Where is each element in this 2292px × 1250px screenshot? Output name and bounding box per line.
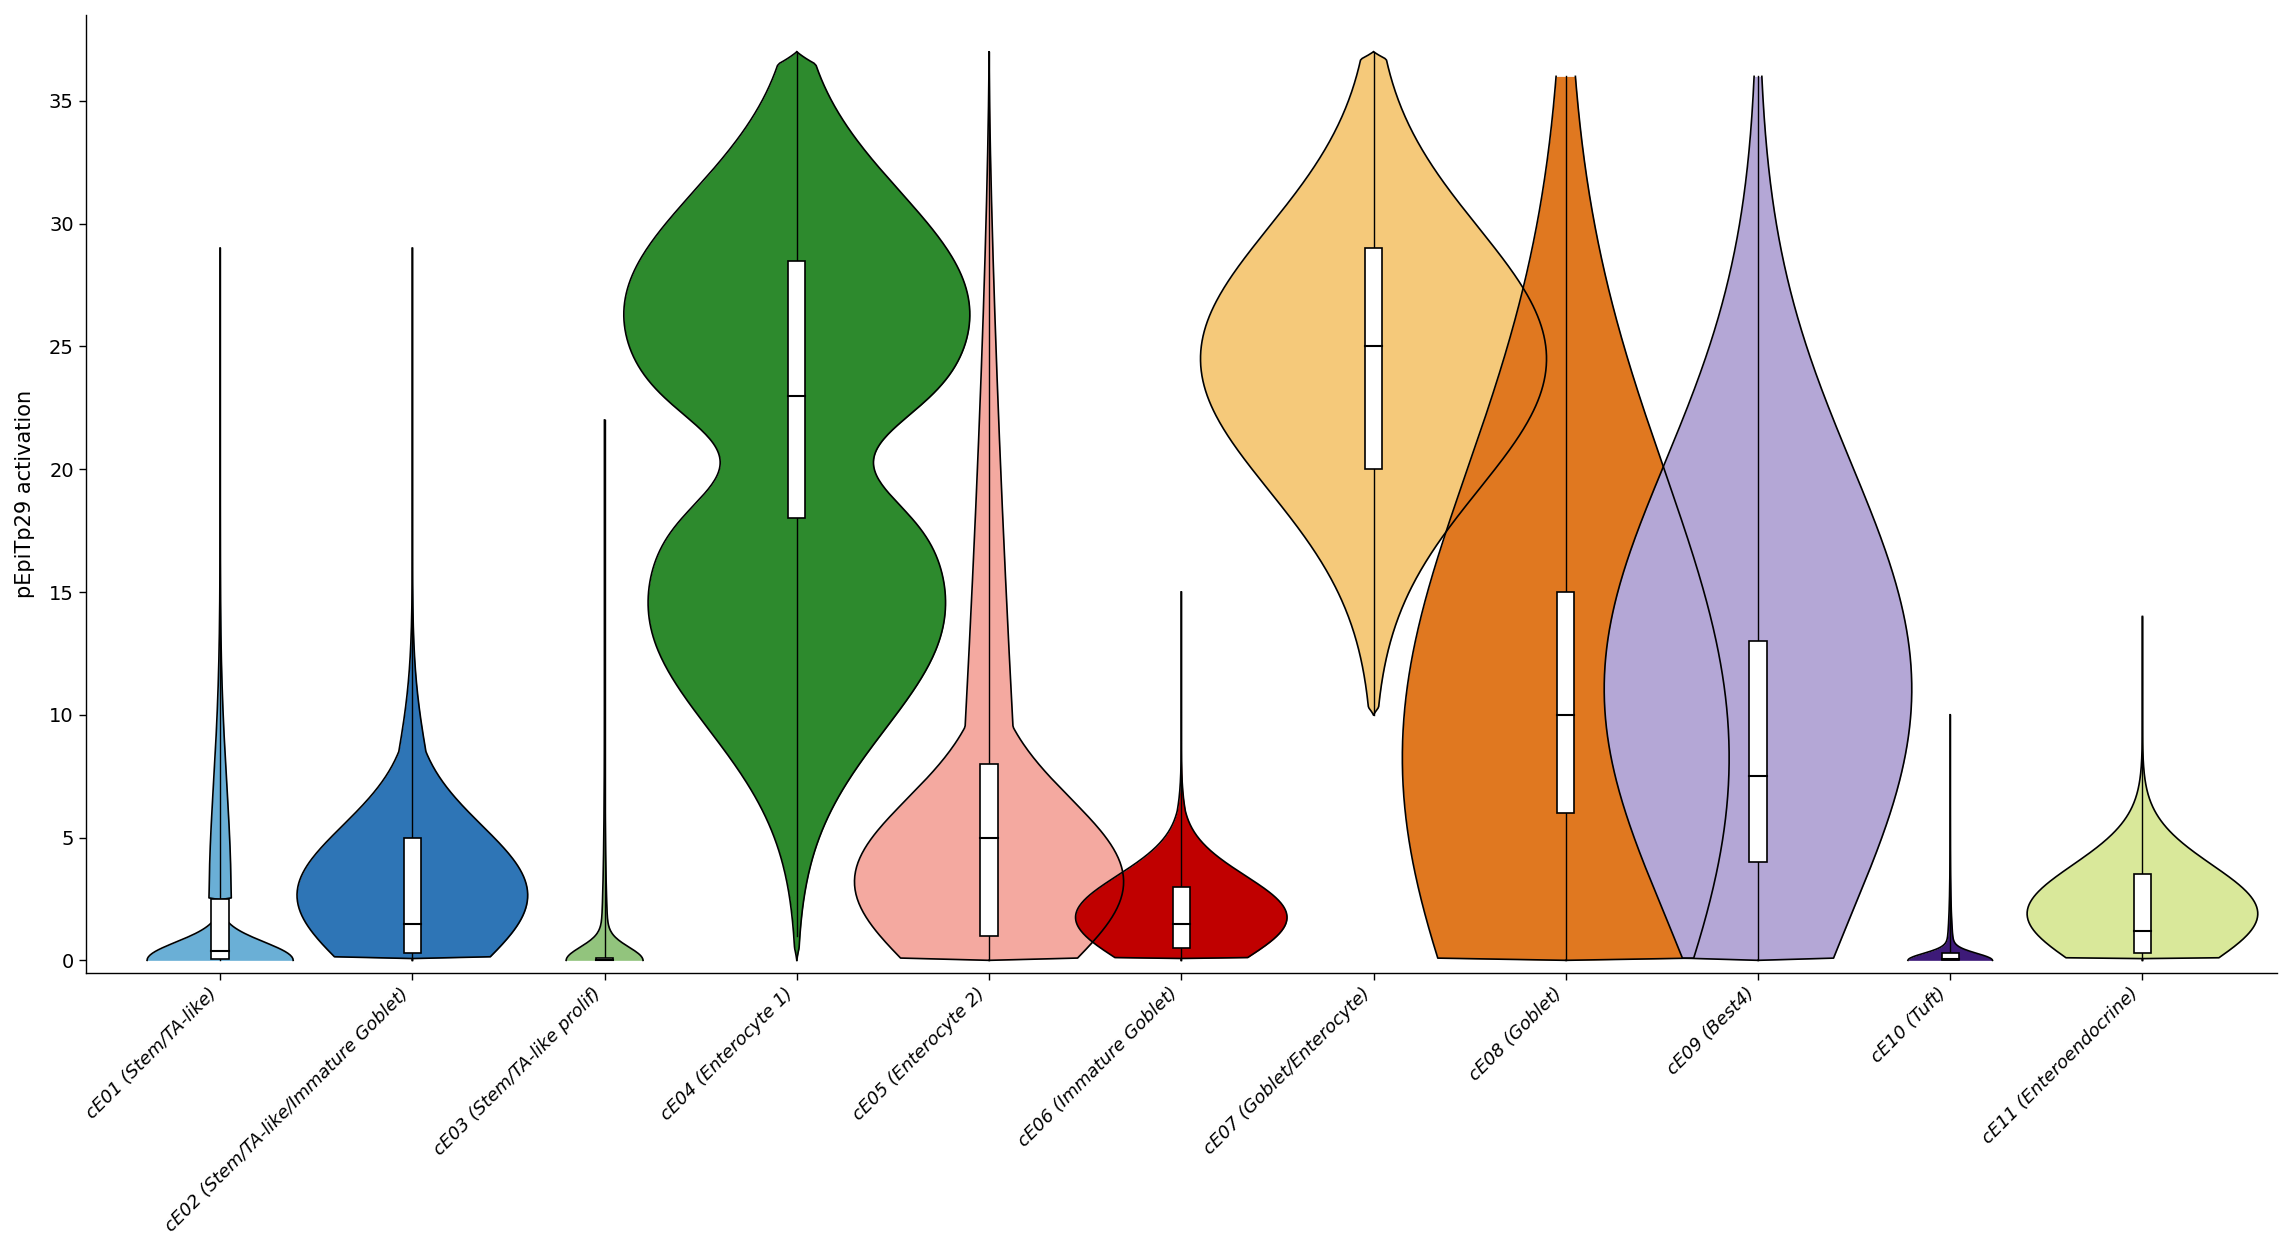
FancyBboxPatch shape <box>403 838 422 952</box>
FancyBboxPatch shape <box>1941 952 1960 960</box>
FancyBboxPatch shape <box>981 764 997 936</box>
FancyBboxPatch shape <box>788 260 804 519</box>
Y-axis label: pEpiTp29 activation: pEpiTp29 activation <box>16 390 34 598</box>
FancyBboxPatch shape <box>1174 886 1190 948</box>
FancyBboxPatch shape <box>1364 249 1382 469</box>
FancyBboxPatch shape <box>211 899 229 959</box>
FancyBboxPatch shape <box>596 959 614 960</box>
FancyBboxPatch shape <box>1556 592 1575 812</box>
FancyBboxPatch shape <box>1749 641 1767 862</box>
FancyBboxPatch shape <box>2134 875 2152 953</box>
